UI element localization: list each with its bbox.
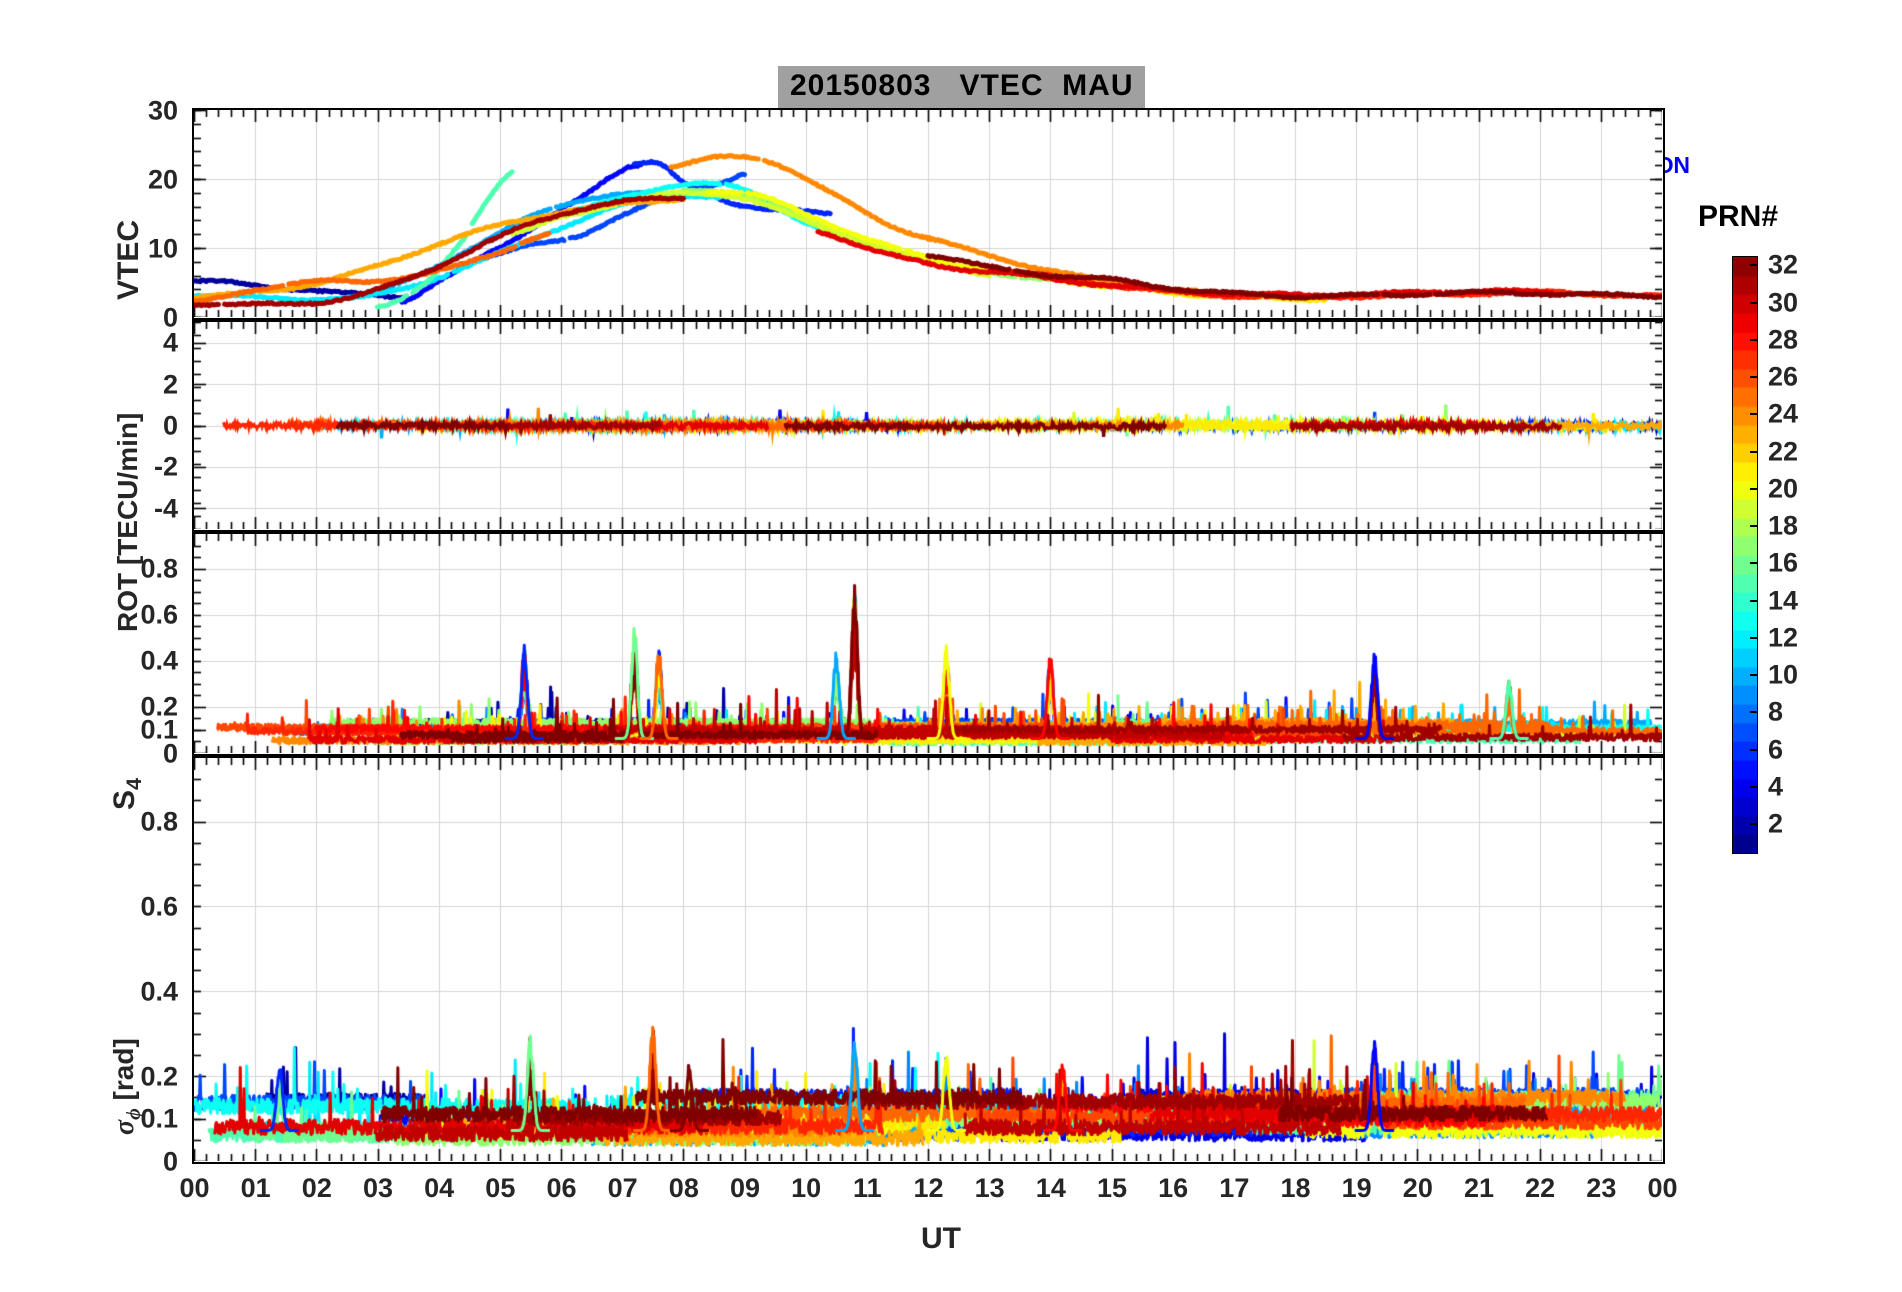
ytick-s4-0p8: 0.8 — [140, 553, 178, 584]
xtick-0: 00 — [179, 1173, 210, 1203]
xtick-23: 23 — [1586, 1173, 1617, 1203]
xtick-3: 03 — [362, 1173, 394, 1203]
xtick-11: 11 — [853, 1173, 882, 1203]
xtick-24: 00 — [1647, 1173, 1678, 1203]
colorbar-tick-mark — [1750, 599, 1758, 602]
ytick-s4-0: 0 — [162, 738, 178, 768]
xtick-22: 22 — [1525, 1173, 1556, 1203]
xtick-12: 12 — [913, 1173, 944, 1203]
xtick-2: 02 — [301, 1173, 332, 1203]
ytick-sigma-0: 0 — [162, 1146, 178, 1176]
colorbar-tick-mark — [1750, 487, 1758, 490]
ytick-vtec-10: 10 — [147, 233, 178, 263]
ytick-s4-0p6: 0.6 — [140, 599, 178, 630]
colorbar-tick-mark — [1750, 823, 1758, 826]
colorbar-tick-mark — [1750, 785, 1758, 788]
colorbar-tick-22: 22 — [1768, 436, 1799, 467]
colorbar-prn — [1732, 256, 1758, 854]
colorbar-tick-mark — [1750, 562, 1758, 565]
xtick-7: 07 — [607, 1173, 638, 1203]
colorbar-tick-mark — [1750, 338, 1758, 341]
panel-vtec — [192, 108, 1665, 320]
colorbar-tick-mark — [1750, 711, 1758, 714]
ytick-s4-0p1: 0.1 — [140, 714, 178, 745]
xtick-5: 05 — [485, 1173, 516, 1203]
colorbar-tick-16: 16 — [1768, 547, 1799, 578]
colorbar-tick-14: 14 — [1768, 585, 1799, 616]
colorbar-tick-mark — [1750, 413, 1758, 416]
ytick-rot-neg2: -2 — [153, 451, 178, 482]
colorbar-tick-30: 30 — [1768, 287, 1799, 318]
xtick-17: 17 — [1219, 1173, 1250, 1203]
colorbar-tick-26: 26 — [1768, 361, 1799, 392]
ytick-vtec-20: 20 — [147, 164, 178, 194]
xtick-16: 16 — [1158, 1173, 1189, 1203]
colorbar-tick-28: 28 — [1768, 324, 1799, 355]
ytick-vtec-0: 0 — [162, 302, 178, 332]
xtick-1: 01 — [240, 1173, 271, 1203]
ytick-vtec-30: 30 — [147, 95, 178, 125]
colorbar-tick-4: 4 — [1768, 771, 1784, 802]
ytick-sigma-0p2: 0.2 — [140, 1061, 178, 1092]
colorbar-tick-18: 18 — [1768, 510, 1799, 541]
xtick-10: 10 — [791, 1173, 822, 1203]
xtick-6: 06 — [546, 1173, 577, 1203]
ytick-sigma-0p4: 0.4 — [140, 976, 178, 1007]
xtick-14: 14 — [1035, 1173, 1066, 1203]
plot-title: 20150803 VTEC MAU — [778, 66, 1146, 108]
xtick-20: 20 — [1402, 1173, 1433, 1203]
xtick-19: 19 — [1341, 1173, 1372, 1203]
ytick-s4-0p2: 0.2 — [140, 691, 178, 722]
axis-label-ut: UT — [921, 1222, 961, 1255]
colorbar-tick-6: 6 — [1768, 734, 1784, 765]
colorbar-tick-10: 10 — [1768, 659, 1799, 690]
panel-rot — [192, 320, 1665, 532]
colorbar-tick-20: 20 — [1768, 473, 1799, 504]
xtick-4: 04 — [424, 1173, 455, 1203]
ytick-rot-4: 4 — [162, 327, 178, 358]
colorbar-tick-24: 24 — [1768, 398, 1799, 429]
colorbar-tick-8: 8 — [1768, 696, 1784, 727]
ytick-sigma-0p6: 0.6 — [140, 891, 178, 922]
colorbar-title: PRN# — [1698, 200, 1779, 233]
ytick-sigma-0p1: 0.1 — [140, 1103, 178, 1134]
colorbar-tick-mark — [1750, 636, 1758, 639]
xtick-18: 18 — [1280, 1173, 1311, 1203]
ytick-rot-2: 2 — [162, 369, 178, 400]
xtick-8: 08 — [668, 1173, 699, 1203]
panel-s4 — [192, 532, 1665, 756]
xtick-9: 09 — [729, 1173, 761, 1203]
colorbar-tick-mark — [1750, 748, 1758, 751]
colorbar-tick-32: 32 — [1768, 249, 1799, 280]
ytick-rot-neg4: -4 — [153, 493, 178, 524]
colorbar-tick-mark — [1750, 264, 1758, 267]
panel-sigma-phi — [192, 756, 1665, 1164]
ytick-rot-0: 0 — [162, 410, 178, 441]
ytick-sigma-0p8: 0.8 — [140, 806, 178, 837]
colorbar-tick-mark — [1750, 301, 1758, 304]
xtick-13: 13 — [974, 1173, 1005, 1203]
ytick-s4-0p4: 0.4 — [140, 645, 178, 676]
colorbar-tick-mark — [1750, 450, 1758, 453]
xtick-15: 15 — [1096, 1173, 1128, 1203]
axis-label-s4: S4 — [108, 777, 147, 810]
xtick-21: 21 — [1463, 1173, 1495, 1203]
colorbar-tick-12: 12 — [1768, 622, 1799, 653]
colorbar-tick-mark — [1750, 525, 1758, 528]
colorbar-tick-mark — [1750, 674, 1758, 677]
colorbar-tick-mark — [1750, 376, 1758, 379]
colorbar-tick-2: 2 — [1768, 808, 1784, 839]
